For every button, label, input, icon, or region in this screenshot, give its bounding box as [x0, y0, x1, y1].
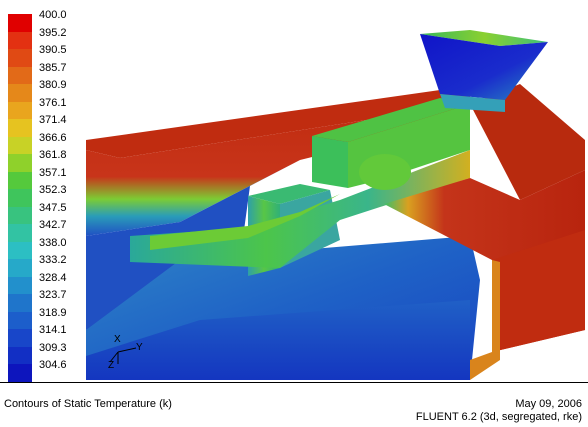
colorbar-tick-label: 390.5: [39, 44, 67, 56]
colorbar-tick-label: 361.8: [39, 149, 67, 161]
tower-bulge: [359, 154, 411, 190]
plot-date: May 09, 2006: [515, 398, 582, 410]
colorbar-swatch: [8, 364, 32, 382]
colorbar-swatch: [8, 189, 32, 207]
colorbar-tick-label: 328.4: [39, 271, 67, 284]
colorbar-swatch: [8, 346, 32, 364]
hopper-rim: [420, 30, 548, 46]
colorbar-swatch: [8, 154, 32, 172]
colorbar-swatch: [8, 171, 32, 189]
axis-label-z: Z: [108, 360, 115, 371]
colorbar-tick-label: 309.3: [39, 341, 67, 354]
colorbar-swatch: [8, 136, 32, 154]
colorbar-swatch: [8, 66, 32, 84]
colorbar-swatch: [8, 14, 32, 32]
colorbar-tick-label: 318.9: [39, 306, 67, 319]
colorbar-tick-label: 347.5: [39, 201, 67, 214]
colorbar-tick-label: 366.6: [39, 131, 67, 144]
floor-front-strip: [86, 300, 470, 380]
axis-triad: X Y Z: [108, 334, 148, 374]
colorbar-swatch: [8, 49, 32, 67]
tower-face: [312, 136, 348, 188]
colorbar-swatch: [8, 224, 32, 242]
hopper-body: [420, 34, 548, 100]
colorbar-tick-label: 385.7: [39, 61, 67, 74]
colorbar-tick-label: 323.7: [39, 289, 67, 301]
colorbar-tick-label: 342.7: [39, 219, 67, 231]
temperature-contour-scene: [86, 30, 585, 380]
left-wall-top: [86, 90, 470, 158]
colorbar-tick-label: 357.1: [39, 166, 67, 179]
colorbar-tick-label: 338.0: [39, 236, 67, 249]
plot-caption: Contours of Static Temperature (k): [4, 398, 172, 410]
axis-label-x: X: [114, 334, 121, 345]
colorbar-swatch: [8, 241, 32, 259]
graphics-viewport[interactable]: 400.0 395.2 390.5 385.7 380.9 376.1 371.4 366.6…: [0, 0, 588, 384]
colorbar-tick-label: 400.0: [39, 9, 67, 21]
colorbar-swatch: [8, 311, 32, 329]
right-wall-top: [470, 84, 585, 200]
axis-label-y: Y: [136, 342, 143, 353]
tower-top: [312, 98, 470, 142]
right-wall-edge: [470, 260, 500, 380]
colorbar-swatch: [8, 276, 32, 294]
colorbar-tick-label: 352.3: [39, 184, 67, 196]
hopper-neck: [440, 94, 505, 112]
colorbar-tick-label: 304.6: [39, 359, 67, 371]
colorbar-swatch: [8, 119, 32, 137]
colorbar-tick-label: 376.1: [39, 96, 67, 109]
colorbar-swatch: [8, 101, 32, 119]
colorbar-tick-label: 371.4: [39, 114, 67, 126]
channel-green-band: [150, 194, 340, 250]
footer-separator: [0, 382, 588, 383]
colorbar-tick-label: 333.2: [39, 254, 67, 266]
axis-triad-lines: [109, 347, 137, 364]
colorbar-swatch: [8, 259, 32, 277]
step-block-top: [248, 184, 330, 204]
colorbar-swatch: [8, 294, 32, 312]
colorbar-tick-label: 314.1: [39, 324, 67, 336]
colorbar-swatch: [8, 206, 32, 224]
colorbar-tick-label: 395.2: [39, 26, 67, 39]
colorbar-tick-label: 380.9: [39, 79, 67, 91]
colorbar-swatch: [8, 84, 32, 102]
solver-info: FLUENT 6.2 (3d, segregated, rke): [415, 411, 582, 423]
right-wall-front: [492, 230, 585, 352]
colorbar-swatch: [8, 329, 32, 347]
colorbar-swatch: [8, 31, 32, 49]
